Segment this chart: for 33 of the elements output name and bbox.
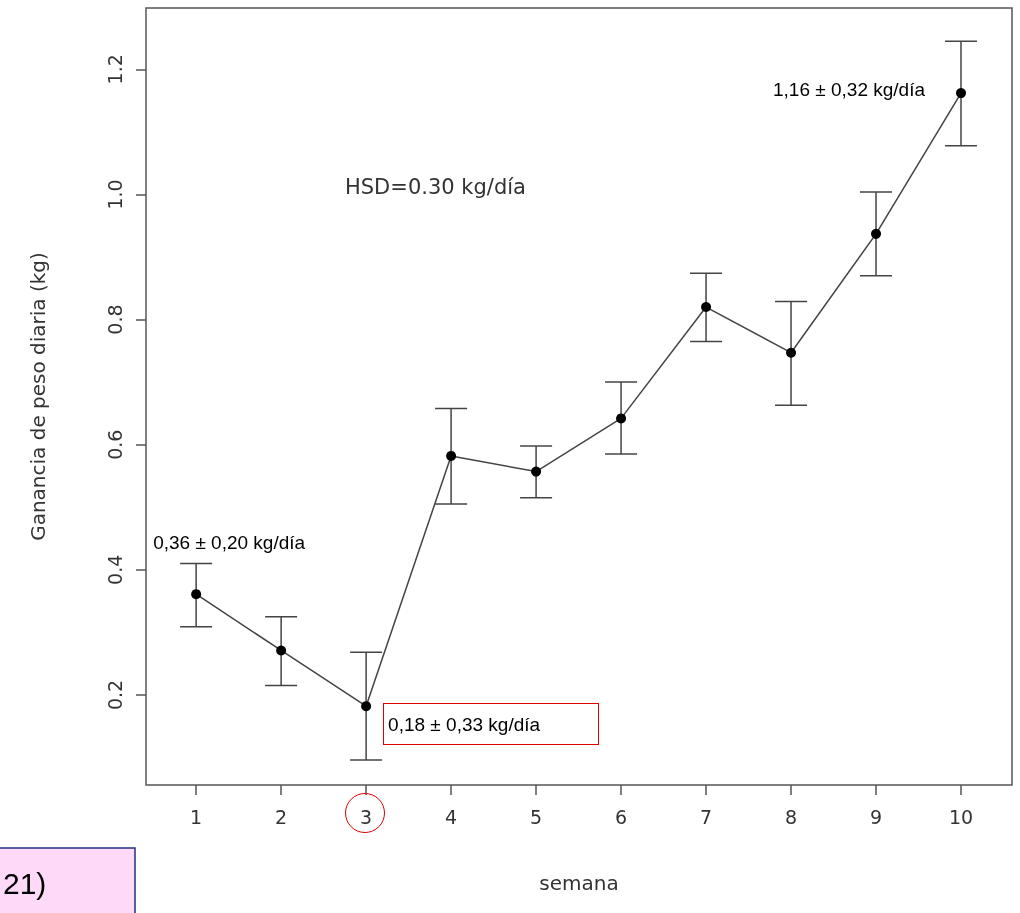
y-tick-label: 0.4: [103, 554, 126, 585]
x-tick-label: 5: [530, 805, 543, 828]
y-tick-label: 0.6: [103, 429, 126, 460]
point: [531, 466, 542, 477]
x-tick-label: 9: [869, 805, 883, 828]
y-tick-label: 1.2: [103, 54, 126, 85]
point: [956, 88, 967, 99]
annotation: 0,36 ± 0,20 kg/día: [153, 531, 306, 553]
x-tick-label: 10: [948, 805, 974, 828]
x-tick-label: 4: [445, 805, 458, 828]
point: [191, 589, 202, 600]
y-tick-label: 0.8: [103, 304, 126, 335]
x-tick-label: 8: [784, 805, 798, 828]
text: 21): [3, 866, 47, 900]
y-tick-label: 0.2: [103, 679, 126, 711]
annotation: 0,18 ± 0,33 kg/día: [388, 713, 541, 735]
point: [786, 347, 797, 358]
x-tick-label: 6: [615, 805, 628, 828]
point: [361, 701, 372, 712]
annotation: HSD=0.30 kg/día: [345, 174, 526, 199]
y-tick-label: 1.0: [103, 179, 126, 210]
point: [276, 645, 287, 656]
x-axis-title: semana: [539, 871, 619, 895]
x-tick-label: 1: [190, 805, 203, 828]
x-tick-label: 2: [275, 805, 288, 828]
point: [701, 302, 712, 313]
point: [871, 228, 882, 239]
point: [446, 450, 457, 461]
x-tick-label: 7: [700, 805, 713, 828]
point: [616, 413, 627, 424]
annotation: 1,16 ± 0,32 kg/día: [773, 78, 926, 100]
y-axis-title: Ganancia de peso diaria (kg): [26, 252, 50, 541]
x-tick-label: 3: [360, 805, 373, 828]
